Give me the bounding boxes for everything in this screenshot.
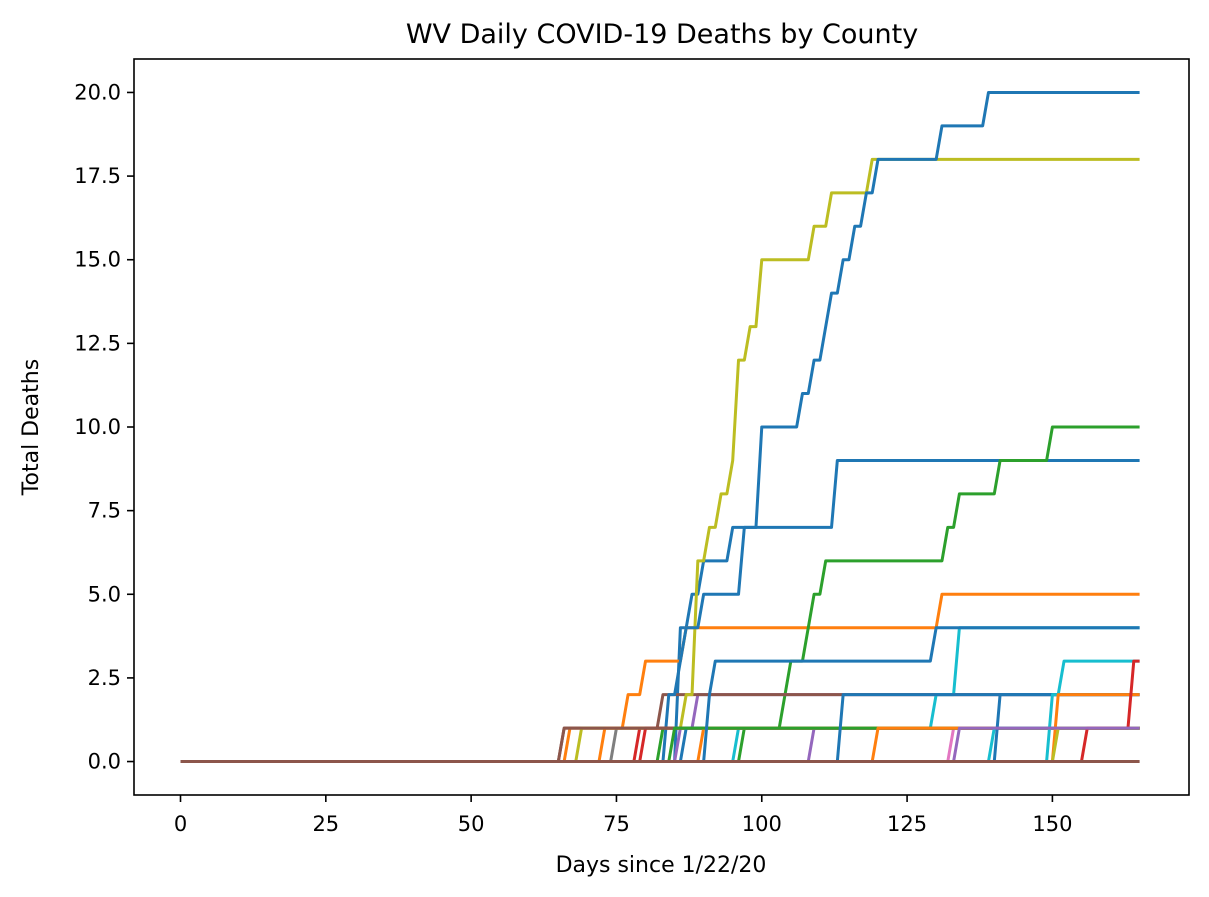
series-line-9: [180, 157, 1140, 764]
y-tick-label: 0.0: [88, 750, 121, 774]
y-tick-label: 7.5: [88, 499, 121, 523]
y-tick-label: 5.0: [88, 582, 121, 606]
y-tick-label: 15.0: [74, 248, 121, 272]
y-axis: 0.0 2.5 5.0 7.5 10.0 12.5 15.0 17.5 20.0: [74, 80, 134, 774]
y-axis-label: Total Deaths: [19, 359, 44, 496]
y-tick-label: 17.5: [74, 164, 121, 188]
y-tick-label: 10.0: [74, 415, 121, 439]
x-tick-label: 75: [603, 812, 630, 836]
series-layer: [180, 90, 1140, 764]
y-tick-label: 20.0: [74, 80, 121, 104]
x-tick-label: 50: [458, 812, 485, 836]
series-line-3: [180, 425, 1140, 764]
x-tick-label: 100: [742, 812, 782, 836]
x-axis: 0 25 50 75 100 125 150: [174, 795, 1072, 836]
chart-title: WV Daily COVID-19 Deaths by County: [406, 19, 918, 50]
x-tick-label: 125: [887, 812, 927, 836]
y-tick-label: 12.5: [74, 331, 121, 355]
x-axis-label: Days since 1/22/20: [556, 853, 767, 878]
x-tick-label: 0: [174, 812, 187, 836]
plot-frame: [133, 58, 1190, 796]
series-line-11: [180, 90, 1140, 764]
series-line-2: [180, 592, 1140, 764]
x-tick-label: 25: [312, 812, 339, 836]
x-tick-label: 150: [1032, 812, 1072, 836]
series-line-20: [180, 626, 1140, 764]
y-tick-label: 2.5: [88, 666, 121, 690]
series-line-1: [180, 458, 1140, 764]
